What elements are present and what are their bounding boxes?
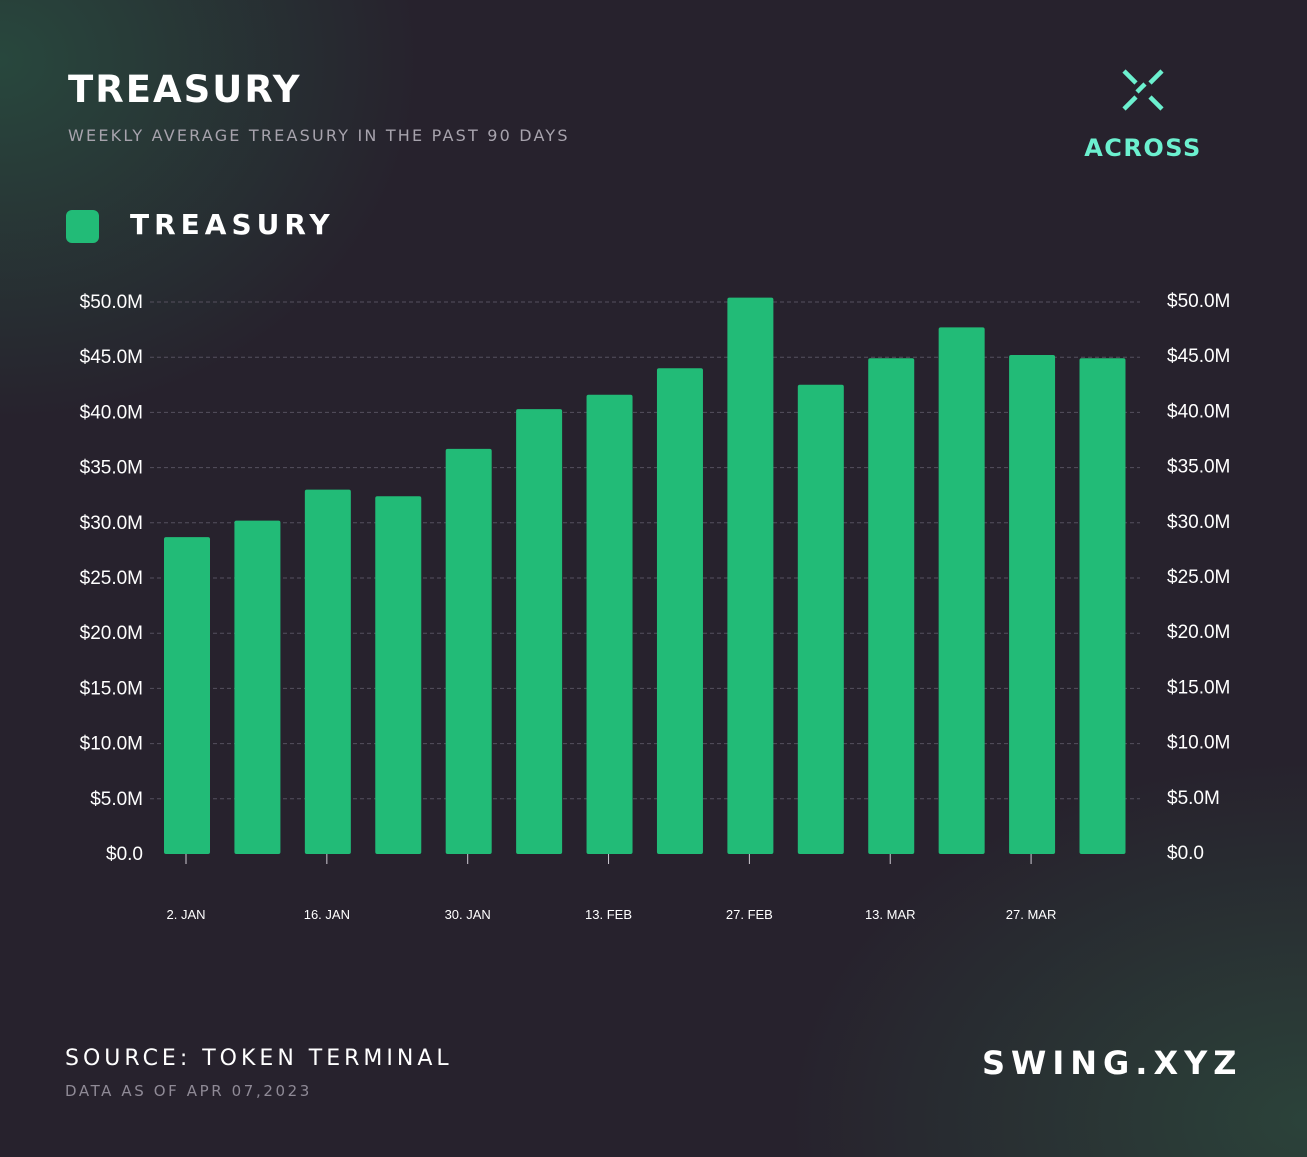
grid-lines [150,301,1140,800]
bar [656,368,703,854]
bar [938,327,985,855]
left-y-tick-label: $40.0M [80,402,143,423]
bar [586,394,633,854]
chart-subtitle: WEEKLY AVERAGE TREASURY IN THE PAST 90 D… [68,126,570,145]
data-as-of-label: DATA AS OF APR 07,2023 [65,1082,312,1100]
left-y-tick-label: $20.0M [80,623,143,644]
left-y-axis: $0.0 $5.0M $10.0M $15.0M $20.0M $25.0M $30.0M $… [80,292,143,865]
site-watermark: SWING.XYZ [982,1044,1243,1082]
right-y-tick-label: $0.0 [1167,843,1204,864]
x-tick-label: 30. JAN [445,907,491,922]
bar [234,520,281,854]
right-y-tick-label: $50.0M [1167,291,1230,312]
brand-block: ACROSS [1068,66,1218,166]
left-y-tick-label: $30.0M [80,513,143,534]
bar [1079,358,1126,854]
right-y-axis: $0.0 $5.0M $10.0M $15.0M $20.0M $25.0M $30.0M $… [1167,291,1230,864]
bar [797,384,844,854]
brand-name: ACROSS [1084,134,1202,162]
right-y-tick-label: $35.0M [1167,457,1230,478]
bar [304,489,351,854]
across-logo-icon [1122,69,1164,111]
bar [516,409,563,854]
left-y-tick-label: $35.0M [80,458,143,479]
left-y-tick-label: $10.0M [80,734,143,755]
x-tick-label: 16. JAN [304,907,350,922]
x-axis: 2. JAN 16. JAN 30. JAN 13. FEB 27. FEB 13. MA… [166,854,1056,922]
left-y-tick-label: $15.0M [80,678,143,699]
bar [375,496,422,854]
bar [164,537,210,854]
right-y-tick-label: $45.0M [1167,346,1230,367]
right-y-tick-label: $15.0M [1167,677,1230,698]
x-tick-label: 2. JAN [166,907,205,922]
legend-swatch [66,210,99,243]
x-tick-label: 27. MAR [1006,907,1057,922]
left-y-tick-label: $50.0M [80,292,143,313]
right-y-tick-label: $40.0M [1167,401,1230,422]
right-y-tick-label: $5.0M [1167,788,1220,809]
x-tick-label: 27. FEB [726,907,773,922]
right-y-tick-label: $25.0M [1167,567,1230,588]
left-y-tick-label: $45.0M [80,347,143,368]
left-y-tick-label: $5.0M [90,789,143,810]
right-y-tick-label: $10.0M [1167,733,1230,754]
source-label: SOURCE: TOKEN TERMINAL [65,1046,453,1071]
bars [164,297,1126,855]
right-y-tick-label: $20.0M [1167,622,1230,643]
x-tick-label: 13. MAR [865,907,916,922]
x-tick-label: 13. FEB [585,907,632,922]
bar [727,297,774,855]
chart-title: TREASURY [68,68,302,111]
bar [445,448,492,854]
bar [1009,354,1056,854]
left-y-tick-label: $25.0M [80,568,143,589]
left-y-tick-label: $0.0 [106,844,143,865]
right-y-tick-label: $30.0M [1167,512,1230,533]
legend-label: TREASURY [130,208,335,241]
bar [868,358,915,854]
